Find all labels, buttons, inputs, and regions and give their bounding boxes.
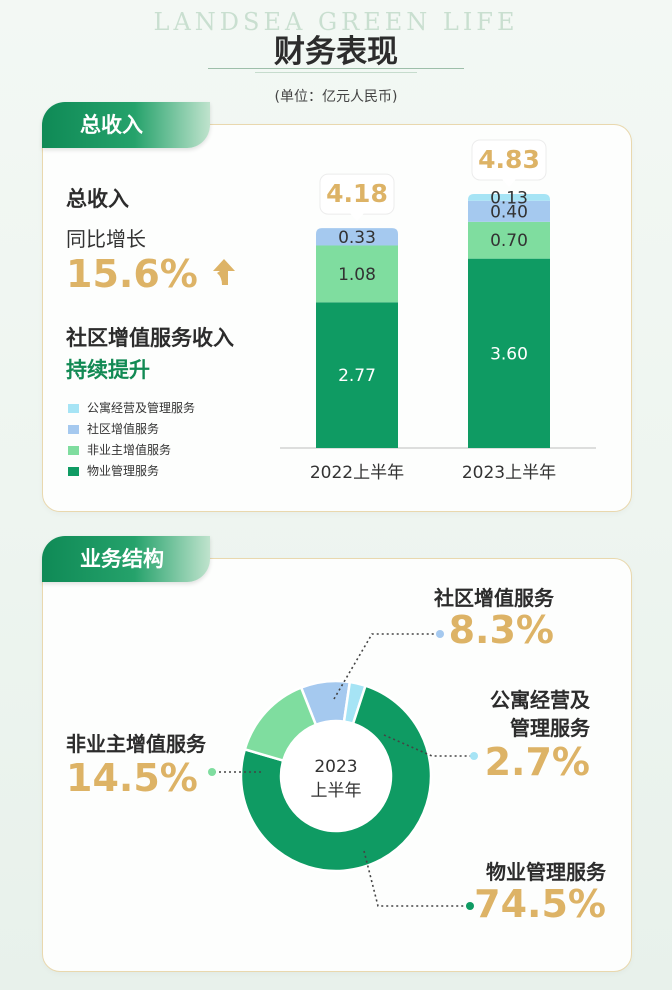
revenue-tab: 总收入 [42,102,210,148]
legend-item: 公寓经营及管理服务 [68,400,195,416]
structure-tab: 业务结构 [42,536,210,582]
legend-swatch [68,425,79,434]
yoy-value: 15.6% [66,252,237,296]
bar-legend: 公寓经营及管理服务 社区增值服务 非业主增值服务 物业管理服务 [68,400,195,479]
yoy-value-text: 15.6% [66,252,198,296]
donut-slice [239,684,433,873]
donut-center-label: 2023 [314,757,357,777]
annotation-value-apartment: 2.7% [484,740,590,784]
total-callout-pointer [350,213,364,222]
annotation-value-non-owner: 14.5% [66,756,198,800]
bar-segment [316,228,398,246]
bar-value-label: 3.60 [490,344,528,364]
legend-swatch [68,446,79,455]
annotation-label-community: 社区增值服务 [434,586,554,610]
annotation-value-property: 74.5% [474,882,606,926]
bar-value-label: 2.77 [338,366,376,386]
annotation-value-community: 8.3% [448,608,554,652]
legend-label: 公寓经营及管理服务 [87,401,196,415]
legend-label: 非业主增值服务 [87,443,172,457]
donut-slice [243,685,318,763]
brand-watermark: LANDSEA GREEN LIFE [153,8,519,36]
yoy-label: 同比增长 [66,227,146,251]
bar-segment [468,200,550,222]
annotation-label-apartment-2: 管理服务 [510,716,590,740]
legend-item: 社区增值服务 [68,421,195,437]
legend-swatch [68,467,79,476]
bar-segment [468,193,550,201]
community-revenue-heading: 社区增值服务收入 [66,326,234,350]
annotation-label-apartment-1: 公寓经营及 [490,688,590,712]
bar-segment [468,258,550,448]
leader-dot [208,768,216,776]
bar-value-label: 1.08 [338,265,376,285]
bar-value-label: 0.40 [490,202,528,222]
total-callout-pointer [502,178,516,187]
annotation-label-non-owner: 非业主增值服务 [66,732,206,756]
donut-hole [282,722,390,830]
legend-item: 物业管理服务 [68,463,195,479]
bar-segment [316,245,398,303]
legend-item: 非业主增值服务 [68,442,195,458]
leader-line [333,633,440,700]
bar-value-label: 0.33 [338,228,376,248]
community-revenue-note: 持续提升 [66,358,150,382]
leader-dot [466,902,474,910]
arrow-up-icon [213,259,236,285]
x-tick-label: 2022上半年 [310,463,404,483]
title-divider [208,68,464,69]
annotation-label-property: 物业管理服务 [486,860,606,884]
bar-segment [468,221,550,259]
legend-label: 社区增值服务 [87,422,160,436]
donut-center-label: 上半年 [311,781,362,801]
title-divider-secondary [255,72,417,73]
legend-label: 物业管理服务 [87,464,160,478]
bar-total-label: 4.83 [478,145,540,174]
bar-total-label: 4.18 [326,179,388,208]
bar-value-label: 0.13 [490,188,528,208]
legend-swatch [68,404,79,413]
x-tick-label: 2023上半年 [462,463,556,483]
bar-value-label: 0.70 [490,231,528,251]
page-title: 财务表现 [274,34,398,70]
bar-segment [316,302,398,448]
unit-note: (单位：亿元人民币) [274,89,398,105]
revenue-heading: 总收入 [66,187,129,211]
leader-line [363,850,470,907]
revenue-bar-chart: 2.77 1.08 0.33 4.18 2022上半年 3.60 0.70 0.400.13 4… [280,139,596,483]
leader-dot [436,630,444,638]
structure-donut-chart: 2023 上半年 [208,630,478,910]
leader-dot [470,752,478,760]
